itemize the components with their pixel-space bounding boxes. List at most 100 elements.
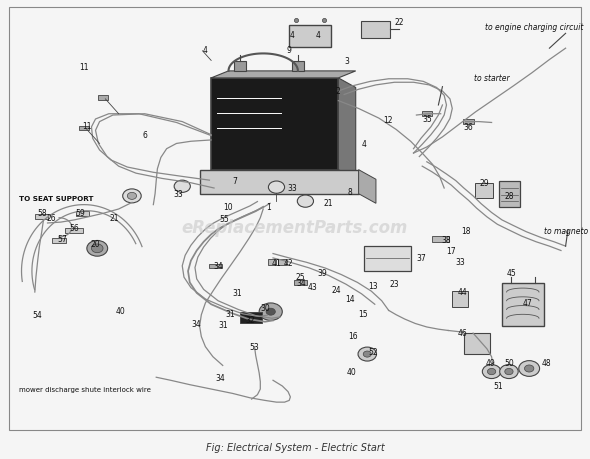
Text: 20: 20 — [91, 240, 100, 249]
Text: 35: 35 — [422, 114, 432, 123]
FancyBboxPatch shape — [463, 120, 474, 125]
FancyBboxPatch shape — [294, 280, 307, 285]
Text: 23: 23 — [389, 279, 399, 288]
Text: Fig: Electrical System - Electric Start: Fig: Electrical System - Electric Start — [206, 442, 384, 452]
FancyBboxPatch shape — [52, 238, 66, 244]
Text: 45: 45 — [507, 268, 517, 277]
Text: 55: 55 — [219, 215, 230, 224]
Circle shape — [483, 365, 501, 379]
Circle shape — [174, 181, 191, 193]
Text: 51: 51 — [494, 381, 503, 391]
Text: 34: 34 — [192, 319, 202, 328]
Text: 9: 9 — [287, 46, 291, 55]
Circle shape — [91, 244, 103, 253]
Text: 34: 34 — [214, 262, 224, 271]
Circle shape — [123, 190, 141, 203]
Text: 30: 30 — [260, 303, 270, 312]
Text: 33: 33 — [455, 257, 465, 266]
Text: 43: 43 — [307, 283, 317, 291]
FancyBboxPatch shape — [268, 260, 276, 266]
Circle shape — [525, 365, 534, 372]
FancyBboxPatch shape — [234, 62, 246, 72]
Text: 8: 8 — [348, 188, 352, 196]
FancyBboxPatch shape — [211, 79, 338, 170]
Circle shape — [487, 369, 496, 375]
Polygon shape — [211, 72, 356, 79]
Text: 4: 4 — [362, 140, 367, 149]
Circle shape — [127, 193, 136, 200]
Text: 25: 25 — [296, 273, 306, 282]
Text: 49: 49 — [486, 358, 496, 368]
FancyBboxPatch shape — [240, 312, 262, 323]
Text: to engine charging circuit: to engine charging circuit — [484, 23, 583, 32]
Text: 53: 53 — [250, 342, 260, 352]
Text: 22: 22 — [394, 17, 404, 27]
Text: 24: 24 — [332, 285, 342, 295]
Text: 48: 48 — [542, 358, 551, 368]
Text: 52: 52 — [368, 347, 378, 356]
Circle shape — [505, 369, 513, 375]
Text: 15: 15 — [358, 310, 368, 319]
FancyBboxPatch shape — [98, 96, 108, 101]
FancyBboxPatch shape — [278, 260, 286, 266]
Text: 12: 12 — [383, 116, 392, 125]
Text: 3: 3 — [345, 57, 349, 66]
Text: 42: 42 — [283, 258, 293, 267]
Text: 58: 58 — [37, 208, 47, 218]
Text: 29: 29 — [480, 179, 490, 188]
Text: 41: 41 — [271, 258, 281, 267]
Circle shape — [519, 361, 540, 376]
Text: eReplacementParts.com: eReplacementParts.com — [182, 219, 408, 237]
FancyBboxPatch shape — [464, 333, 490, 354]
Text: 34: 34 — [215, 373, 225, 382]
Text: 37: 37 — [416, 253, 426, 262]
Text: 21: 21 — [324, 198, 333, 207]
Circle shape — [259, 303, 282, 321]
Text: TO SEAT SUPPORT: TO SEAT SUPPORT — [19, 196, 93, 202]
Text: 4: 4 — [290, 31, 294, 39]
FancyBboxPatch shape — [422, 112, 432, 117]
Polygon shape — [359, 170, 376, 204]
FancyBboxPatch shape — [292, 62, 304, 72]
Text: 56: 56 — [69, 224, 79, 232]
Text: 44: 44 — [458, 287, 467, 296]
Text: 38: 38 — [442, 235, 451, 245]
FancyBboxPatch shape — [209, 264, 222, 269]
Circle shape — [500, 365, 518, 379]
Text: 11: 11 — [82, 122, 91, 131]
Text: 59: 59 — [75, 208, 85, 218]
Text: 39: 39 — [318, 268, 327, 277]
Text: 17: 17 — [446, 246, 456, 256]
FancyBboxPatch shape — [453, 291, 468, 308]
Circle shape — [87, 241, 107, 257]
FancyBboxPatch shape — [65, 229, 83, 234]
Text: 36: 36 — [464, 123, 473, 132]
Text: 28: 28 — [504, 192, 514, 201]
Text: 6: 6 — [142, 131, 147, 140]
Text: to starter: to starter — [474, 74, 510, 83]
Text: 33: 33 — [173, 190, 183, 199]
Text: 31: 31 — [225, 310, 235, 319]
Text: 33: 33 — [287, 183, 297, 192]
Text: 1: 1 — [267, 203, 271, 212]
Text: to magneto: to magneto — [543, 227, 588, 236]
Text: 2: 2 — [336, 87, 341, 96]
Text: 18: 18 — [461, 227, 470, 236]
Text: 16: 16 — [348, 331, 358, 341]
Text: 32: 32 — [245, 315, 255, 324]
Text: 10: 10 — [224, 203, 233, 212]
Text: 7: 7 — [232, 177, 237, 186]
Circle shape — [266, 308, 276, 315]
Text: 57: 57 — [58, 235, 67, 244]
FancyBboxPatch shape — [199, 170, 359, 194]
Circle shape — [268, 182, 284, 194]
FancyBboxPatch shape — [35, 215, 48, 220]
Text: 14: 14 — [345, 294, 355, 303]
FancyBboxPatch shape — [289, 26, 331, 48]
Text: 31: 31 — [218, 320, 228, 330]
Circle shape — [358, 347, 376, 361]
Text: 40: 40 — [116, 306, 125, 315]
Text: 4: 4 — [316, 31, 320, 39]
Text: 13: 13 — [368, 281, 378, 291]
FancyBboxPatch shape — [499, 182, 520, 207]
